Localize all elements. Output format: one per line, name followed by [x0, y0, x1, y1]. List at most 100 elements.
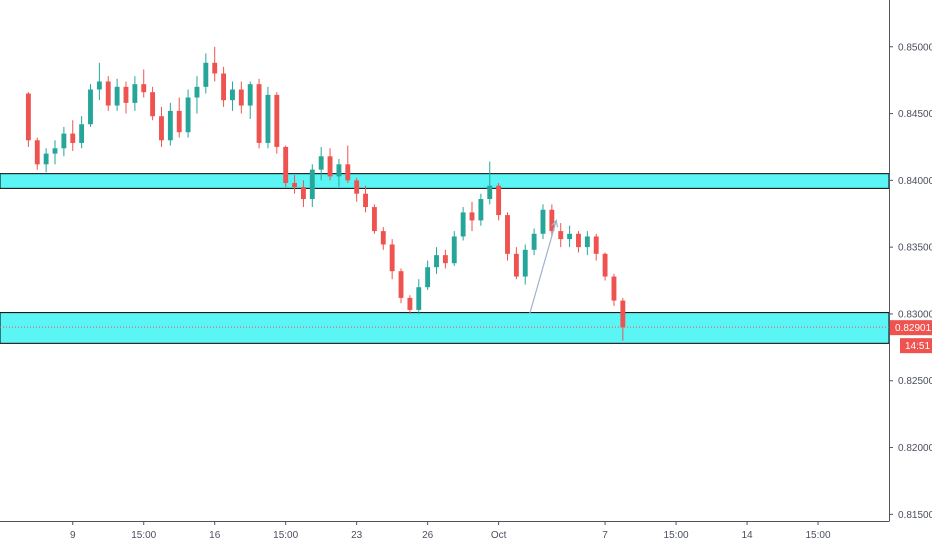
- candle-down[interactable]: [327, 156, 333, 177]
- trend-arrow[interactable]: [529, 220, 557, 315]
- candle-up[interactable]: [318, 156, 324, 170]
- y-tick-label: 0.83500: [898, 243, 932, 254]
- candle-up[interactable]: [567, 233, 573, 240]
- candle-down[interactable]: [558, 231, 564, 240]
- candle-up[interactable]: [61, 133, 67, 149]
- candle-down[interactable]: [300, 187, 306, 200]
- support-resistance-zone[interactable]: [0, 312, 890, 344]
- candle-down[interactable]: [371, 207, 377, 232]
- y-tick-label: 0.82000: [898, 443, 932, 454]
- arrow-head-icon: [551, 219, 559, 228]
- candle-up[interactable]: [43, 153, 49, 165]
- candle-down[interactable]: [611, 276, 617, 301]
- candle-down[interactable]: [70, 133, 76, 143]
- candle-down[interactable]: [576, 233, 581, 248]
- candle-up[interactable]: [185, 97, 191, 133]
- candle-up[interactable]: [416, 287, 422, 310]
- candle-down[interactable]: [354, 180, 360, 194]
- candle-up[interactable]: [309, 169, 315, 200]
- candle-down[interactable]: [292, 183, 297, 188]
- candle-down[interactable]: [345, 164, 351, 181]
- candle-up[interactable]: [434, 255, 439, 268]
- x-tick-label: 14: [741, 530, 753, 541]
- zone-layer: [0, 173, 890, 344]
- x-tick-label: 15:00: [806, 530, 831, 541]
- candle-down[interactable]: [398, 271, 404, 298]
- candle-down[interactable]: [549, 209, 555, 232]
- candle-down[interactable]: [283, 146, 289, 184]
- candle-layer: [25, 62, 626, 328]
- y-tick-label: 0.85000: [898, 42, 932, 53]
- candle-down[interactable]: [505, 215, 510, 254]
- x-tick-label: 26: [422, 530, 434, 541]
- price-axis-bg: [889, 0, 932, 550]
- candle-up[interactable]: [478, 199, 484, 221]
- candle-up[interactable]: [230, 89, 235, 101]
- candle-up[interactable]: [167, 110, 173, 141]
- candle-down[interactable]: [496, 185, 502, 216]
- x-tick-label: 7: [602, 530, 608, 541]
- candle-down[interactable]: [469, 212, 475, 221]
- candle-up[interactable]: [194, 86, 200, 98]
- candle-up[interactable]: [584, 236, 590, 248]
- candle-up[interactable]: [247, 84, 253, 106]
- support-resistance-zone[interactable]: [0, 173, 890, 189]
- y-tick-label: 0.84500: [898, 109, 932, 120]
- candle-up[interactable]: [522, 249, 528, 277]
- y-tick-label: 0.81500: [898, 510, 932, 521]
- candle-down[interactable]: [363, 193, 368, 208]
- candle-down[interactable]: [380, 231, 386, 245]
- candle-down[interactable]: [105, 81, 111, 106]
- x-tick-label: 15:00: [664, 530, 689, 541]
- candle-down[interactable]: [141, 84, 147, 93]
- candle-down[interactable]: [389, 244, 395, 272]
- candle-up[interactable]: [265, 94, 271, 143]
- candle-down[interactable]: [238, 89, 244, 106]
- candle-down[interactable]: [212, 62, 218, 74]
- candle-down[interactable]: [150, 92, 156, 117]
- candle-up[interactable]: [451, 236, 457, 264]
- candle-up[interactable]: [425, 267, 431, 288]
- candle-down[interactable]: [221, 73, 227, 101]
- candle-up[interactable]: [52, 148, 58, 154]
- candle-down[interactable]: [159, 116, 164, 141]
- x-tick-label: 23: [351, 530, 363, 541]
- candle-down[interactable]: [34, 140, 40, 165]
- countdown-label: 14:51: [905, 341, 930, 352]
- x-tick-label: 9: [70, 530, 76, 541]
- candle-down[interactable]: [256, 84, 262, 143]
- candle-down[interactable]: [513, 253, 519, 277]
- candle-up[interactable]: [203, 62, 209, 87]
- candle-up[interactable]: [540, 209, 546, 234]
- candle-up[interactable]: [460, 212, 466, 237]
- x-tick-label: 15:00: [131, 530, 156, 541]
- candle-up[interactable]: [336, 164, 342, 177]
- last-price-label: 0.82901: [895, 323, 932, 334]
- y-tick-label: 0.83000: [898, 309, 932, 320]
- x-tick-label: 16: [209, 530, 221, 541]
- candle-down[interactable]: [407, 297, 413, 310]
- candle-down[interactable]: [176, 110, 182, 133]
- candle-down[interactable]: [442, 255, 448, 264]
- candle-down[interactable]: [602, 253, 608, 277]
- candle-down[interactable]: [620, 300, 626, 328]
- candle-up[interactable]: [88, 89, 93, 125]
- candle-down[interactable]: [274, 94, 280, 147]
- candle-up[interactable]: [96, 81, 102, 90]
- last-price-badge: [890, 320, 932, 336]
- x-tick-label: Oct: [491, 530, 507, 541]
- candle-up[interactable]: [114, 86, 120, 106]
- candle-up[interactable]: [132, 84, 138, 103]
- candle-up[interactable]: [531, 233, 537, 250]
- x-tick-label: 15:00: [273, 530, 298, 541]
- candle-up[interactable]: [487, 185, 493, 200]
- candle-down[interactable]: [25, 93, 31, 141]
- candle-down[interactable]: [593, 236, 599, 254]
- candle-up[interactable]: [79, 124, 85, 143]
- overlay-layer: [0, 219, 889, 328]
- candle-down[interactable]: [123, 86, 129, 103]
- time-axis-bg: [0, 521, 932, 550]
